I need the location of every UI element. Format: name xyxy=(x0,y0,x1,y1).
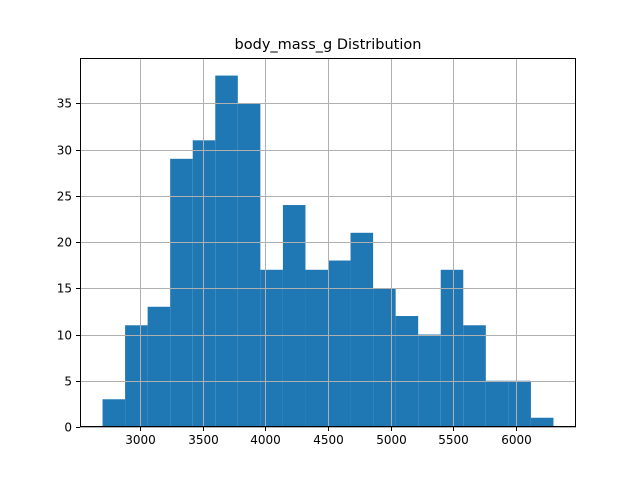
axes: 3000 3500 4000 4500 5000 5500 6000 0 5 10 15 20 25 30… xyxy=(57,58,576,447)
x-tick-label: 3000 xyxy=(125,433,156,447)
y-tick-label: 20 xyxy=(57,236,72,250)
histogram-bar xyxy=(395,316,419,427)
histogram-bar xyxy=(260,269,283,427)
histogram-bar xyxy=(418,334,441,427)
histogram-bar xyxy=(328,260,351,427)
histogram-bar xyxy=(440,269,464,427)
y-tick-label: 25 xyxy=(57,190,72,204)
y-tick-label: 35 xyxy=(57,97,72,111)
x-tick-label: 4500 xyxy=(313,433,344,447)
histogram-bar xyxy=(508,380,531,427)
histogram-bar xyxy=(530,417,554,427)
x-tick-label: 6000 xyxy=(501,433,532,447)
histogram-bar xyxy=(215,75,238,428)
chart-title: body_mass_g Distribution xyxy=(235,37,422,53)
plot-frame xyxy=(80,58,576,427)
histogram-bar xyxy=(102,399,126,427)
histogram-bar xyxy=(147,306,171,427)
histogram-bar xyxy=(125,325,148,427)
histogram-bar xyxy=(305,269,328,427)
histogram-bar xyxy=(237,103,261,427)
y-tick-label: 15 xyxy=(57,282,72,296)
histogram-bar xyxy=(282,205,306,427)
y-tick-label: 5 xyxy=(64,375,72,389)
y-tick-label: 30 xyxy=(57,144,72,158)
histogram-bar xyxy=(373,288,396,427)
histogram-bar xyxy=(170,158,193,427)
y-tick-label: 10 xyxy=(57,329,72,343)
histogram-bars xyxy=(102,75,554,428)
histogram-bar xyxy=(463,325,486,427)
histogram-bar xyxy=(350,232,374,427)
x-tick-label: 5500 xyxy=(438,433,469,447)
x-tick-label: 3500 xyxy=(188,433,219,447)
x-tick-label: 5000 xyxy=(376,433,407,447)
histogram-bar xyxy=(485,380,509,427)
y-tick-label: 0 xyxy=(64,421,72,435)
x-tick-label: 4000 xyxy=(250,433,281,447)
